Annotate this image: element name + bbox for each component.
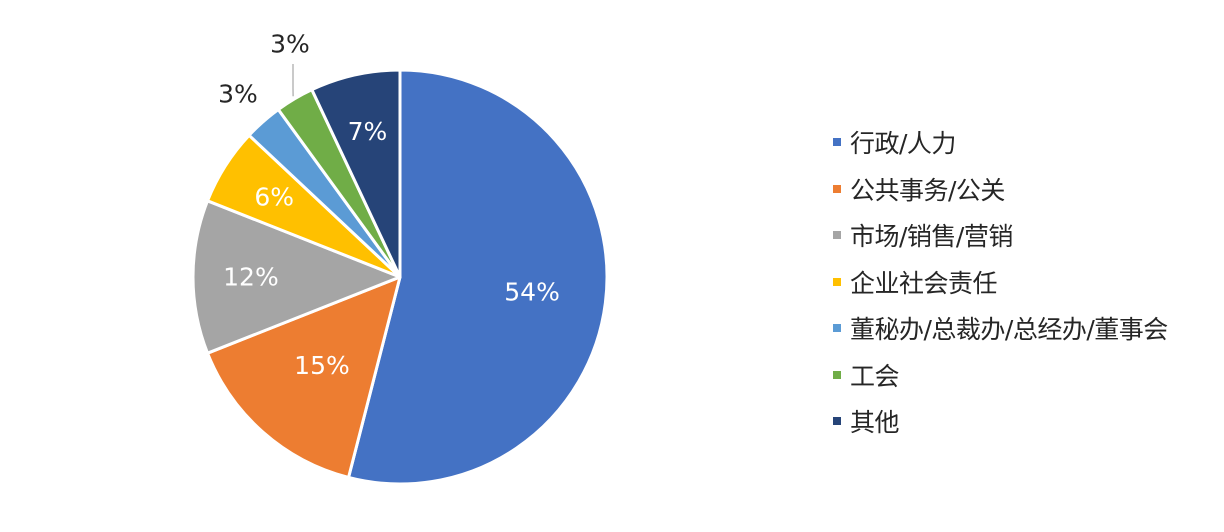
legend-label: 企业社会责任 bbox=[850, 268, 998, 298]
legend-label: 市场/销售/营销 bbox=[850, 222, 1013, 252]
legend-item: 董秘办/总裁办/总经办/董事会 bbox=[833, 305, 1168, 352]
slice-data-label: 7% bbox=[348, 117, 388, 146]
legend-item: 行政/人力 bbox=[833, 119, 1168, 166]
legend-item: 其他 bbox=[833, 398, 1168, 445]
legend-item: 工会 bbox=[833, 352, 1168, 399]
legend-swatch bbox=[833, 324, 841, 333]
chart-legend: 行政/人力公共事务/公关 市场/销售/营销 企业社会责任董秘办/总裁办/总经办/董事… bbox=[833, 119, 1168, 445]
legend-swatch bbox=[833, 231, 841, 240]
slice-data-label: 6% bbox=[254, 183, 294, 212]
slice-data-label: 54% bbox=[504, 277, 560, 306]
legend-swatch bbox=[833, 138, 841, 147]
legend-label: 行政/人力 bbox=[850, 129, 956, 159]
legend-label: 董秘办/总裁办/总经办/董事会 bbox=[850, 315, 1168, 345]
pie-slice bbox=[347, 68, 609, 486]
legend-swatch bbox=[833, 277, 841, 286]
pie-slice bbox=[191, 199, 402, 355]
legend-swatch bbox=[833, 184, 841, 193]
legend-label: 其他 bbox=[850, 408, 900, 438]
pie-slice bbox=[206, 275, 402, 479]
legend-item: 公共事务/公关 bbox=[833, 166, 1168, 213]
legend-swatch bbox=[833, 417, 841, 426]
slice-data-label: 3% bbox=[270, 30, 310, 59]
legend-swatch bbox=[833, 370, 841, 379]
legend-item: 市场/销售/营销 bbox=[833, 212, 1168, 259]
legend-label: 公共事务/公关 bbox=[850, 175, 1005, 205]
slice-data-label: 12% bbox=[223, 263, 279, 292]
slice-data-label: 15% bbox=[294, 351, 350, 380]
legend-item: 企业社会责任 bbox=[833, 259, 1168, 306]
pie-slice bbox=[310, 68, 402, 279]
legend-label: 工会 bbox=[850, 361, 900, 391]
slice-data-label: 3% bbox=[218, 80, 258, 109]
